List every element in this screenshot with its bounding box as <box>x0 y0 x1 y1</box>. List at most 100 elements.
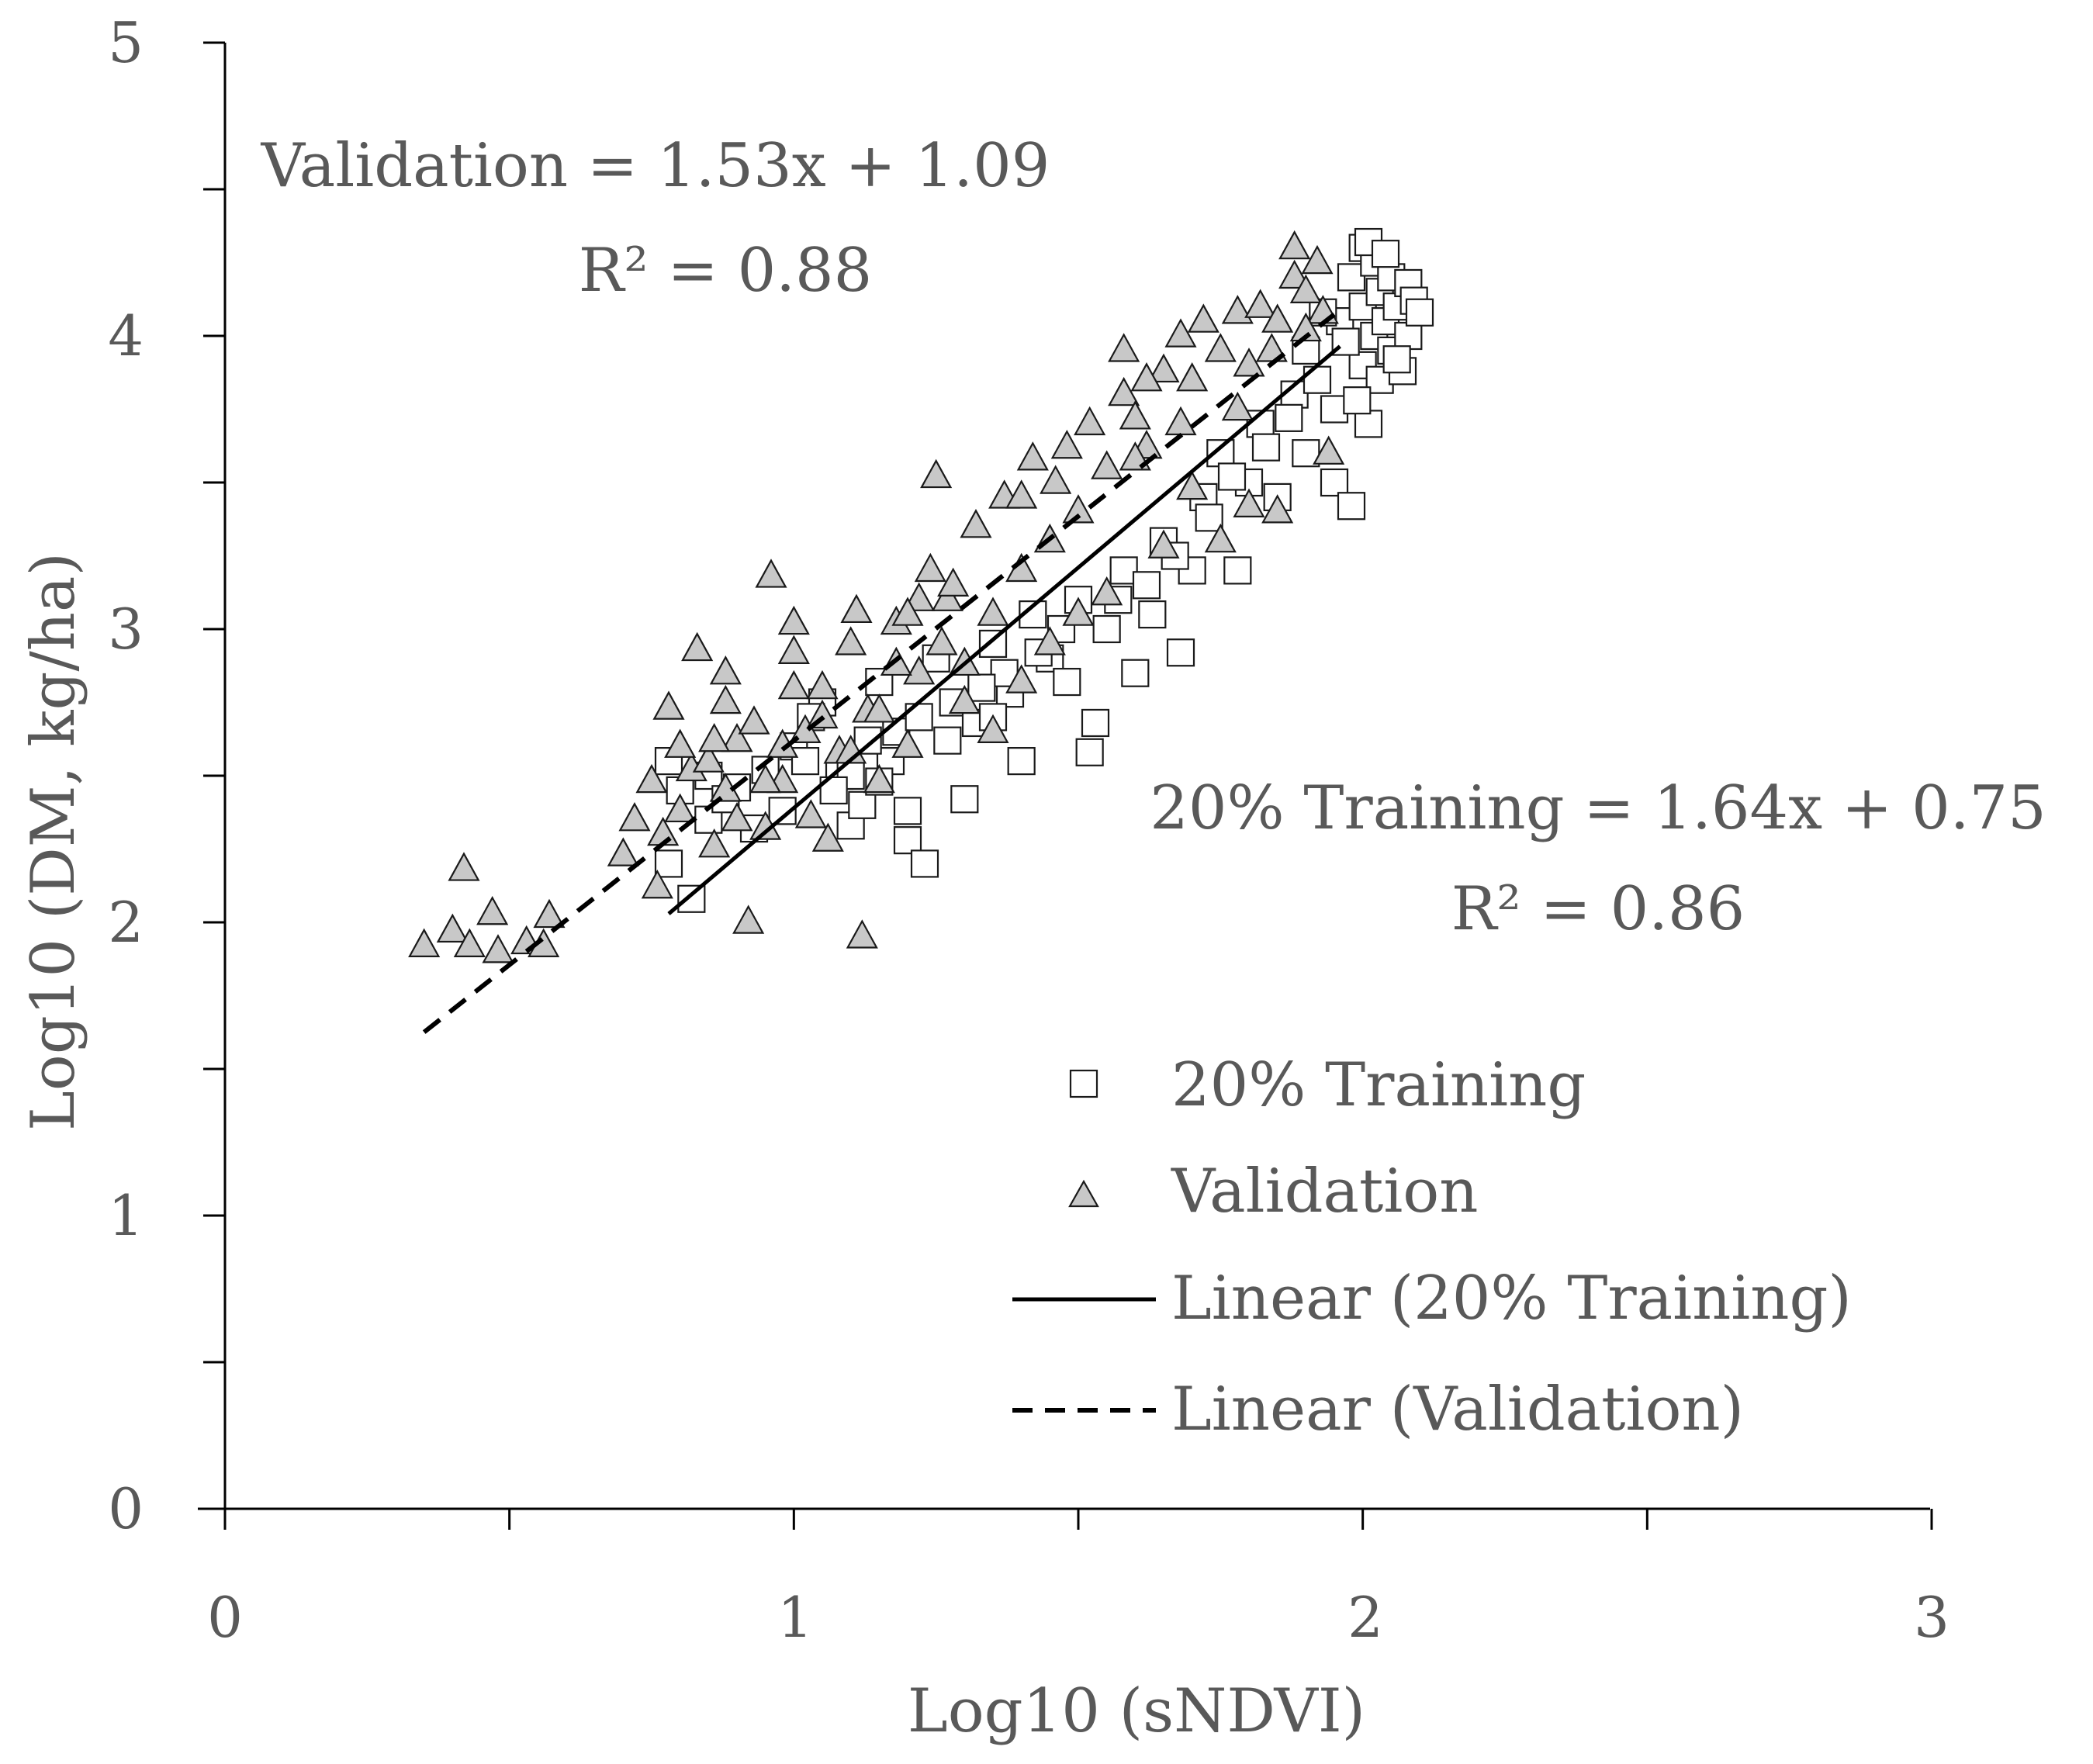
training-point-51 <box>1303 365 1332 394</box>
training-point-55 <box>1337 492 1366 521</box>
training-point-84 <box>1195 503 1223 532</box>
validation-point-55 <box>1091 450 1123 479</box>
validation-point-100 <box>777 669 810 700</box>
validation-point-71 <box>1289 274 1322 303</box>
training-point-32 <box>1053 667 1081 697</box>
validation-point-17 <box>692 743 725 773</box>
training-point-95 <box>819 776 848 805</box>
validation-point-36 <box>846 919 878 949</box>
validation-point-30 <box>794 799 827 828</box>
validation-point-83 <box>1033 626 1066 655</box>
training-point-34 <box>1075 738 1104 766</box>
validation-point-97 <box>698 722 731 752</box>
validation-point-107 <box>1164 406 1197 436</box>
x-tick-label-3: 3 <box>1914 1585 1949 1650</box>
training-point-71 <box>1394 321 1423 351</box>
validation-point-11 <box>635 763 668 794</box>
validation-point-3 <box>453 928 486 957</box>
validation-point-58 <box>1119 400 1151 430</box>
validation-point-1 <box>436 913 469 943</box>
y-ticks <box>203 41 225 1510</box>
validation-point-18 <box>698 828 731 858</box>
validation-point-106 <box>1289 312 1322 342</box>
x-tick-label-1: 1 <box>777 1585 813 1650</box>
training-point-36 <box>1092 614 1121 644</box>
training-r2: R² = 0.86 <box>1451 874 1745 944</box>
validation-point-35 <box>840 593 873 624</box>
validation-point-20 <box>709 684 742 714</box>
validation-point-41 <box>903 655 936 685</box>
validation-point-90 <box>863 693 895 723</box>
legend-validation: Validation <box>1171 1157 1478 1226</box>
y-tick-label-4: 4 <box>108 303 144 368</box>
x-tick-label-2: 2 <box>1347 1585 1383 1650</box>
training-point-73 <box>1405 298 1434 327</box>
y-tick-label-3: 3 <box>108 597 144 662</box>
validation-point-82 <box>1062 597 1095 626</box>
training-point-39 <box>1132 571 1161 600</box>
validation-point-8 <box>533 898 566 929</box>
legend: 20% Training Validation Linear (20% Trai… <box>1012 1050 1852 1444</box>
y-tick-label-1: 1 <box>108 1183 144 1248</box>
training-point-25 <box>950 785 979 814</box>
validation-point-0 <box>408 928 441 957</box>
legend-training-marker <box>1069 1069 1098 1098</box>
legend-validation-marker <box>1068 1179 1099 1208</box>
validation-point-19 <box>709 655 742 685</box>
validation-point-94 <box>749 763 782 794</box>
validation-point-63 <box>1187 303 1219 333</box>
training-point-92 <box>933 726 962 755</box>
validation-point-5 <box>482 934 514 963</box>
validation-point-50 <box>1016 441 1049 471</box>
y-tick-label-5: 5 <box>108 10 144 75</box>
training-point-38 <box>1121 659 1150 687</box>
validation-point-12 <box>641 869 673 899</box>
trendlines <box>422 312 1341 1034</box>
training-point-11 <box>790 746 820 776</box>
validation-point-74 <box>1313 435 1345 465</box>
validation-point-101 <box>891 597 924 626</box>
training-point-29 <box>1007 746 1036 776</box>
validation-point-81 <box>1091 576 1123 606</box>
training-point-86 <box>1138 600 1167 629</box>
validation-point-28 <box>777 635 810 664</box>
validation-point-102 <box>1005 479 1038 509</box>
validation-point-4 <box>476 895 509 925</box>
validation-point-104 <box>1221 391 1254 421</box>
validation-point-98 <box>664 728 697 758</box>
validation-r2: R² = 0.88 <box>579 236 873 306</box>
training-point-45 <box>1223 556 1252 585</box>
validation-point-29 <box>789 714 822 744</box>
validation-point-22 <box>721 802 753 832</box>
validation-point-84 <box>1005 664 1038 693</box>
legend-training: 20% Training <box>1171 1050 1586 1120</box>
validation-point-69 <box>1278 230 1311 260</box>
x-tick-label-0: 0 <box>207 1585 243 1650</box>
validation-point-60 <box>1147 353 1180 383</box>
validation-point-56 <box>1108 333 1140 362</box>
validation-point-66 <box>1233 348 1265 377</box>
training-point-60 <box>1354 410 1383 438</box>
validation-point-75 <box>1261 494 1294 524</box>
trendline-training <box>667 344 1341 915</box>
validation-point-76 <box>1233 488 1265 517</box>
validation-point-46 <box>960 509 992 538</box>
validation-point-34 <box>835 626 867 655</box>
training-point-1 <box>654 849 683 878</box>
validation-point-61 <box>1164 318 1197 348</box>
validation-equation: Validation = 1.53x + 1.09 <box>261 131 1050 201</box>
validation-point-14 <box>664 793 697 823</box>
validation-point-27 <box>777 605 810 635</box>
validation-point-68 <box>1261 303 1294 333</box>
validation-point-62 <box>1176 362 1209 392</box>
validation-series <box>408 230 1345 963</box>
validation-point-88 <box>903 582 936 611</box>
validation-point-13 <box>652 690 685 720</box>
training-point-20 <box>893 826 922 855</box>
training-point-16 <box>848 790 877 819</box>
validation-point-38 <box>863 763 895 794</box>
training-point-41 <box>1166 638 1195 667</box>
validation-point-53 <box>1062 494 1095 524</box>
validation-point-79 <box>1147 529 1180 559</box>
validation-point-31 <box>806 669 839 700</box>
